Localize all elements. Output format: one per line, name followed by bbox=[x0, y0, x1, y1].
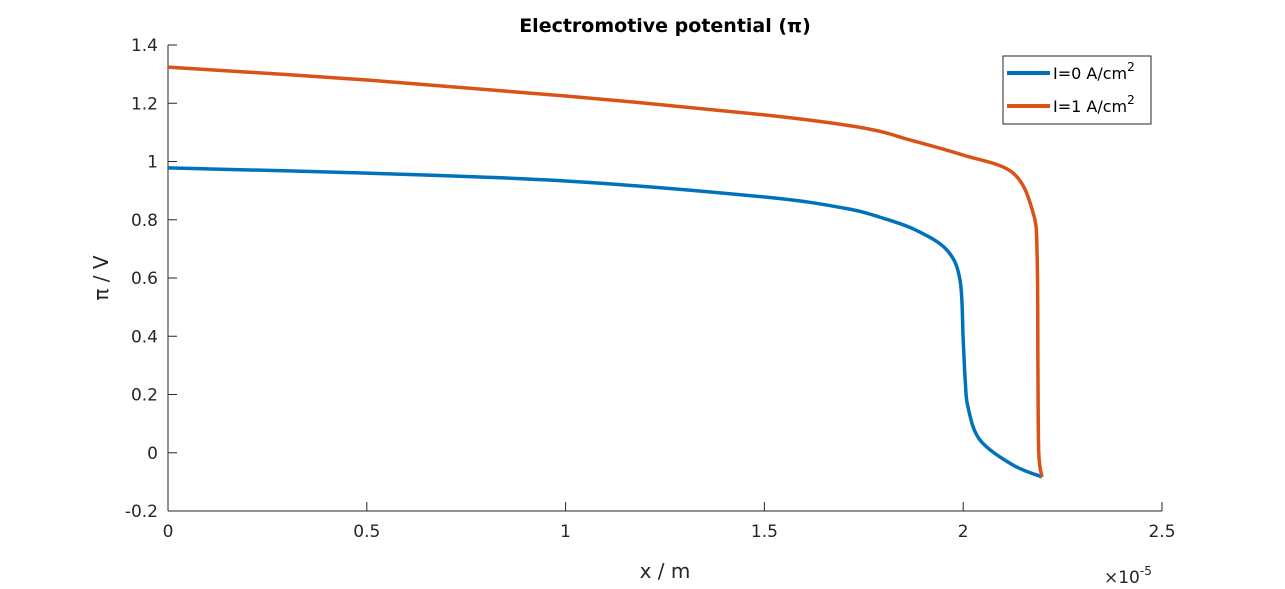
y-tick-label: 1 bbox=[147, 153, 158, 173]
y-tick-label: 1.4 bbox=[131, 36, 158, 56]
legend: I=0 A/cm2 I=1 A/cm2 bbox=[1002, 55, 1152, 125]
y-tick-label: 0.8 bbox=[131, 211, 158, 231]
series-line-0 bbox=[167, 166, 1043, 479]
series-line-1 bbox=[167, 65, 1044, 478]
y-tick-label: 0.6 bbox=[131, 269, 158, 289]
chart-title: Electromotive potential (π) bbox=[519, 15, 811, 37]
x-tick-label: 1 bbox=[560, 522, 571, 542]
x-tick-label: 1.5 bbox=[751, 522, 778, 542]
legend-label-1: I=1 A/cm2 bbox=[1053, 93, 1135, 116]
x-exponent: ×10-5 bbox=[1104, 564, 1152, 588]
x-tick-label: 0.5 bbox=[353, 522, 380, 542]
y-tick-label: 0.4 bbox=[131, 327, 158, 347]
legend-box bbox=[1002, 55, 1152, 125]
x-tick-label: 2.5 bbox=[1148, 522, 1175, 542]
y-axis-label: π / V bbox=[89, 255, 113, 300]
series-group bbox=[167, 65, 1044, 479]
axes: 0 0.5 1 1.5 2 2.5-0.200.20.40.60.811.21.4 bbox=[125, 36, 1176, 542]
x-axis-label: x / m bbox=[640, 559, 691, 583]
y-tick-label: 0 bbox=[147, 444, 158, 464]
y-tick-label: 1.2 bbox=[131, 94, 158, 114]
y-tick-label: 0.2 bbox=[131, 386, 158, 406]
legend-label-0: I=0 A/cm2 bbox=[1053, 60, 1135, 83]
y-tick-label: -0.2 bbox=[125, 502, 158, 522]
x-tick-label: 0 bbox=[163, 522, 174, 542]
x-tick-label: 2 bbox=[958, 522, 969, 542]
